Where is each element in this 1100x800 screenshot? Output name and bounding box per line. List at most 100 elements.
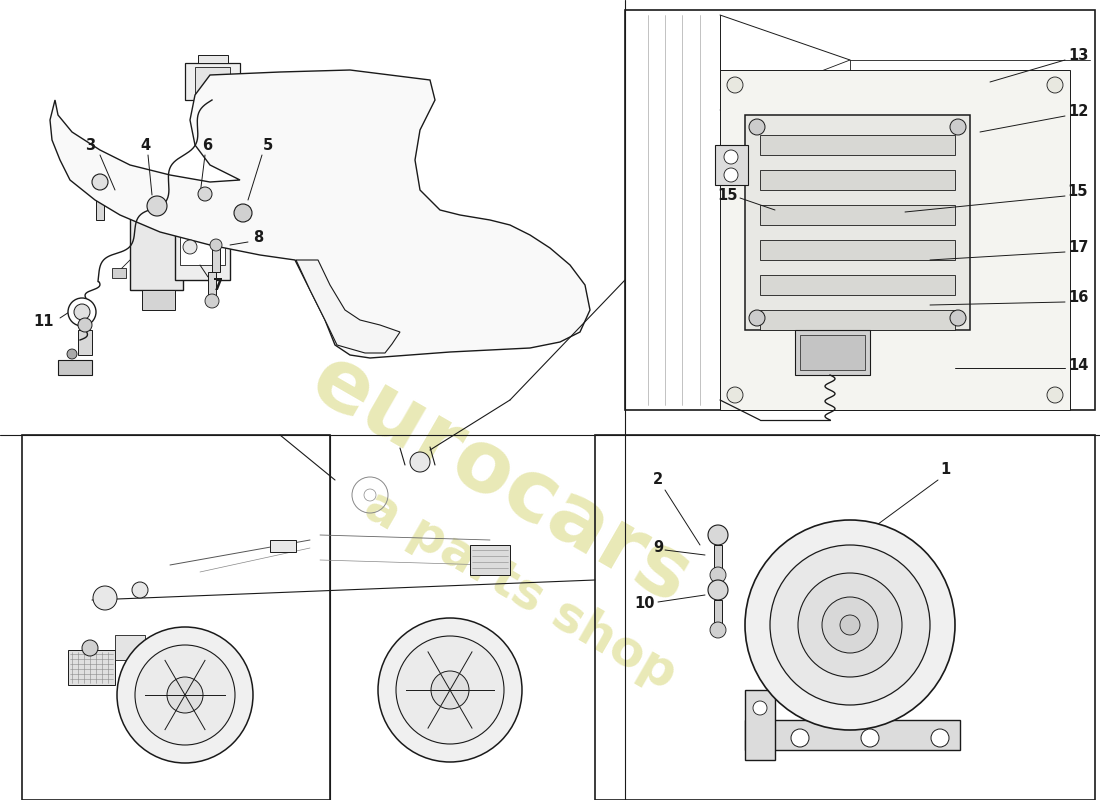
Circle shape xyxy=(234,204,252,222)
Circle shape xyxy=(198,187,212,201)
Bar xyxy=(198,55,228,63)
Bar xyxy=(800,335,865,370)
Circle shape xyxy=(183,240,197,254)
Polygon shape xyxy=(296,260,400,353)
Circle shape xyxy=(791,729,808,747)
Circle shape xyxy=(745,520,955,730)
Text: eurocars: eurocars xyxy=(296,338,705,622)
Bar xyxy=(180,230,226,265)
Bar xyxy=(715,145,748,185)
Text: 15: 15 xyxy=(1068,185,1088,199)
Circle shape xyxy=(147,196,167,216)
Circle shape xyxy=(749,119,764,135)
Text: 2: 2 xyxy=(653,473,663,487)
Bar xyxy=(270,540,296,552)
Circle shape xyxy=(396,636,504,744)
Bar xyxy=(745,720,960,750)
Circle shape xyxy=(410,452,430,472)
Bar xyxy=(760,310,955,330)
Circle shape xyxy=(708,525,728,545)
Bar xyxy=(745,690,776,760)
Bar xyxy=(795,330,870,375)
Text: 3: 3 xyxy=(85,138,95,153)
Bar xyxy=(68,650,116,685)
Bar xyxy=(58,360,92,375)
Circle shape xyxy=(1047,77,1063,93)
Bar xyxy=(745,115,970,330)
Bar xyxy=(760,240,955,260)
Bar xyxy=(22,435,330,800)
Text: 6: 6 xyxy=(202,138,212,153)
Bar xyxy=(595,435,1094,800)
Circle shape xyxy=(724,168,738,182)
Circle shape xyxy=(378,618,522,762)
Text: 14: 14 xyxy=(1068,358,1088,373)
Text: 4: 4 xyxy=(140,138,150,153)
Bar xyxy=(116,635,145,660)
Bar xyxy=(112,268,126,278)
Bar xyxy=(714,545,722,573)
Bar xyxy=(470,545,510,575)
Circle shape xyxy=(950,119,966,135)
Circle shape xyxy=(770,545,930,705)
Circle shape xyxy=(210,239,222,251)
Text: 7: 7 xyxy=(213,278,223,293)
Bar xyxy=(96,185,104,220)
Circle shape xyxy=(822,597,878,653)
Circle shape xyxy=(710,567,726,583)
Text: 9: 9 xyxy=(653,541,663,555)
Text: 10: 10 xyxy=(635,595,656,610)
Bar xyxy=(202,200,208,225)
Circle shape xyxy=(68,298,96,326)
Text: 15: 15 xyxy=(717,187,738,202)
Text: 13: 13 xyxy=(1068,49,1088,63)
Circle shape xyxy=(132,582,148,598)
Bar xyxy=(130,210,183,290)
Text: a parts shop: a parts shop xyxy=(355,481,684,699)
Text: 8: 8 xyxy=(253,230,263,246)
Circle shape xyxy=(950,310,966,326)
Circle shape xyxy=(94,586,117,610)
Circle shape xyxy=(727,387,742,403)
Bar xyxy=(760,135,955,155)
Circle shape xyxy=(92,174,108,190)
Bar xyxy=(78,330,92,355)
Bar xyxy=(212,247,220,272)
Circle shape xyxy=(82,640,98,656)
Circle shape xyxy=(74,304,90,320)
Circle shape xyxy=(724,150,738,164)
Circle shape xyxy=(67,349,77,359)
Bar xyxy=(760,170,955,190)
Circle shape xyxy=(708,580,728,600)
Bar xyxy=(185,63,240,100)
Circle shape xyxy=(861,729,879,747)
Circle shape xyxy=(840,615,860,635)
Text: 17: 17 xyxy=(1068,241,1088,255)
Text: 12: 12 xyxy=(1068,105,1088,119)
Circle shape xyxy=(931,729,949,747)
Bar xyxy=(760,205,955,225)
Bar xyxy=(175,215,230,280)
Circle shape xyxy=(167,677,204,713)
Circle shape xyxy=(117,627,253,763)
Circle shape xyxy=(78,318,92,332)
Circle shape xyxy=(205,294,219,308)
Bar xyxy=(195,67,230,97)
Bar xyxy=(625,10,1094,410)
Text: 5: 5 xyxy=(263,138,273,153)
Bar xyxy=(142,290,175,310)
Circle shape xyxy=(710,622,726,638)
Circle shape xyxy=(431,671,469,709)
Text: 16: 16 xyxy=(1068,290,1088,306)
Polygon shape xyxy=(50,70,590,358)
Circle shape xyxy=(1047,387,1063,403)
Circle shape xyxy=(135,645,235,745)
Circle shape xyxy=(798,573,902,677)
Bar xyxy=(760,275,955,295)
Text: 11: 11 xyxy=(34,314,54,330)
Circle shape xyxy=(749,310,764,326)
Bar xyxy=(720,70,1070,410)
Bar xyxy=(714,600,722,628)
Bar xyxy=(208,272,216,300)
Circle shape xyxy=(727,77,742,93)
